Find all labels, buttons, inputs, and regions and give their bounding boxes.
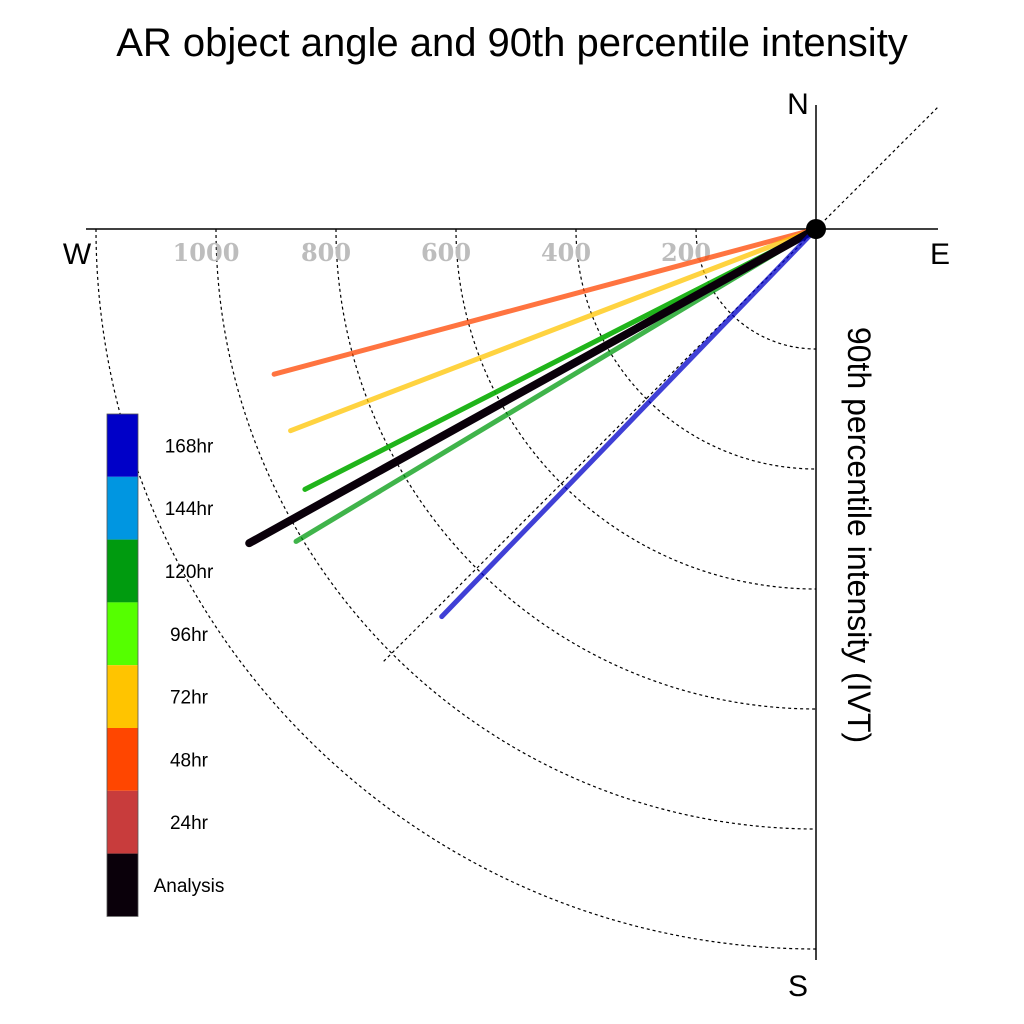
legend-swatch-24hr <box>107 790 138 854</box>
radial-tick-label-1000: 1000 <box>173 238 240 267</box>
reference-diagonal <box>382 107 938 663</box>
legend-label-120hr: 120hr <box>165 562 214 583</box>
legend-label-48hr: 48hr <box>170 750 209 771</box>
legend-swatch-120hr <box>107 539 138 603</box>
series-vector-analysis <box>245 225 820 548</box>
legend-swatch-48hr <box>107 728 138 791</box>
origin-marker <box>806 219 826 239</box>
legend-label-analysis: Analysis <box>154 876 225 897</box>
grid-arc-600 <box>455 228 817 590</box>
series-vector-72hr <box>288 226 819 434</box>
grid-arc-1000 <box>215 228 817 830</box>
legend: 168hr 144hr 120hr 96hr 72hr 48hr 24hr Analysis <box>106 413 225 917</box>
grid <box>95 107 938 950</box>
compass-south-label: S <box>788 970 808 1003</box>
compass-east-label: E <box>930 238 950 271</box>
grid-arc-200 <box>695 228 817 350</box>
series-vector-48hr <box>271 226 819 377</box>
compass-west-label: W <box>63 238 92 271</box>
radial-tick-label-600: 600 <box>421 238 471 267</box>
grid-arc-outer <box>95 228 817 950</box>
legend-swatch-168hr <box>107 414 138 477</box>
radial-axis-label: 90th percentile intensity (IVT) <box>841 327 877 743</box>
legend-swatch-analysis <box>107 853 138 917</box>
legend-frame <box>106 413 139 917</box>
grid-arc-400 <box>575 228 817 470</box>
axes <box>86 105 938 960</box>
chart-title: AR object angle and 90th percentile inte… <box>116 21 908 65</box>
legend-label-24hr: 24hr <box>170 813 209 834</box>
legend-swatch-72hr <box>107 665 138 728</box>
radial-tick-label-800: 800 <box>301 238 351 267</box>
legend-label-168hr: 168hr <box>165 436 214 457</box>
legend-swatch-96hr <box>107 602 138 666</box>
series-vectors <box>245 225 820 620</box>
legend-label-144hr: 144hr <box>165 499 214 520</box>
radial-tick-label-400: 400 <box>541 238 591 267</box>
legend-swatch-144hr <box>107 476 138 540</box>
legend-label-96hr: 96hr <box>170 625 209 646</box>
series-vector-168hr <box>439 226 819 620</box>
legend-label-72hr: 72hr <box>170 688 209 709</box>
compass-north-label: N <box>787 88 809 121</box>
